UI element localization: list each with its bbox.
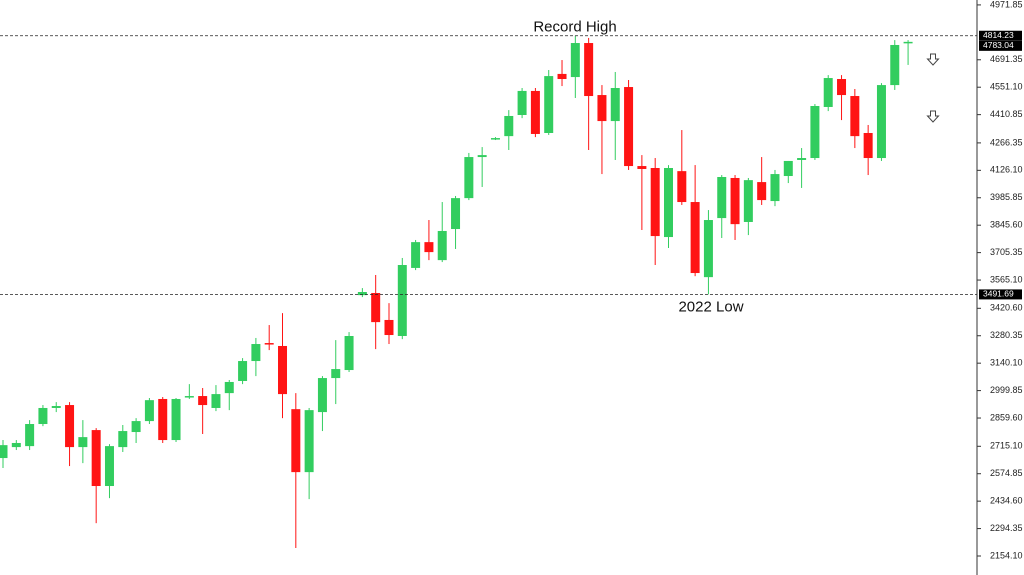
candle-body — [717, 176, 727, 219]
y-tick-label: 4266.35 — [990, 137, 1023, 147]
candle-body — [690, 202, 700, 274]
candle-body — [424, 242, 434, 253]
candle-body — [570, 43, 580, 78]
y-tick-label: 3280.35 — [990, 330, 1023, 340]
y-tick-label: 4126.10 — [990, 165, 1023, 175]
candle-body — [890, 44, 900, 86]
candle-body — [171, 398, 181, 441]
candle-body — [610, 88, 620, 122]
candle-body — [78, 437, 88, 448]
y-tick-label: 2434.60 — [990, 496, 1023, 506]
y-tick-label: 3140.10 — [990, 358, 1023, 368]
candle-body — [264, 343, 274, 345]
y-tick-label: 4551.10 — [990, 82, 1023, 92]
candle-body — [703, 220, 713, 278]
y-tick-label: 2574.85 — [990, 468, 1023, 478]
y-tick-label: 4971.85 — [990, 0, 1023, 9]
y-tick-label: 2999.85 — [990, 385, 1023, 395]
candle-body — [730, 177, 740, 225]
candle-body — [51, 406, 61, 408]
candle-body — [411, 242, 421, 268]
level-label: 4814.23 — [983, 30, 1014, 40]
candle-body — [850, 96, 860, 137]
candle-body — [304, 410, 314, 473]
candle-body — [331, 369, 341, 379]
candle-body — [743, 180, 753, 222]
y-tick-label: 2715.10 — [990, 441, 1023, 451]
candle-body — [837, 79, 847, 96]
candle-body — [464, 157, 474, 199]
level-label-box — [979, 289, 1022, 300]
candle-body — [38, 407, 48, 425]
level-label-box — [979, 30, 1022, 41]
candle-body — [530, 90, 540, 134]
candle-body — [144, 400, 154, 422]
candle-body — [903, 41, 913, 44]
candle-body — [863, 132, 873, 159]
candle-body — [118, 431, 128, 448]
candle-body — [504, 115, 514, 137]
y-tick-label: 2294.35 — [990, 523, 1023, 533]
candle-body — [184, 396, 194, 398]
y-tick-label: 4691.35 — [990, 54, 1023, 64]
annotation: 2022 Low — [678, 298, 743, 315]
candle-body — [477, 155, 487, 158]
candle-body — [158, 398, 168, 441]
y-tick-label: 3565.10 — [990, 274, 1023, 284]
y-tick-label: 3705.35 — [990, 247, 1023, 257]
candle-body — [65, 405, 75, 448]
candle-body — [770, 174, 780, 202]
y-tick-label: 3420.60 — [990, 303, 1023, 313]
candle-body — [344, 336, 354, 371]
candle-body — [584, 43, 594, 97]
candle-body — [198, 396, 208, 406]
candle-body — [371, 292, 381, 323]
candle-body — [317, 378, 327, 413]
candle-body — [357, 291, 367, 296]
candle-body — [810, 106, 820, 159]
candle-body — [384, 319, 394, 336]
y-tick-label: 3845.60 — [990, 220, 1023, 230]
candle-body — [238, 361, 248, 381]
candle-body — [437, 230, 447, 261]
candle-body — [797, 158, 807, 160]
y-tick-label: 2154.10 — [990, 550, 1023, 560]
candle-body — [783, 160, 793, 177]
candle-body — [251, 344, 261, 362]
candle-body — [0, 445, 8, 459]
candle-body — [104, 446, 114, 487]
candle-body — [451, 198, 461, 230]
candle-body — [211, 394, 221, 408]
candle-body — [757, 182, 767, 201]
candle-body — [876, 85, 886, 159]
last-price-label: 4783.04 — [983, 40, 1014, 50]
candle-body — [25, 424, 35, 447]
candle-body — [637, 166, 647, 169]
candle-body — [490, 138, 500, 140]
annotation: Record High — [533, 19, 616, 36]
level-label: 3491.69 — [983, 289, 1014, 299]
candle-body — [597, 95, 607, 122]
candle-body — [557, 73, 567, 80]
candle-body — [224, 381, 234, 394]
candle-body — [650, 168, 660, 237]
candle-body — [517, 90, 527, 115]
candle-body — [677, 171, 687, 203]
signal-arrow — [926, 53, 940, 123]
candle-body — [544, 76, 554, 133]
candle-body — [278, 345, 288, 395]
candle-body — [131, 421, 141, 433]
candle-body — [291, 409, 301, 473]
candle-body — [11, 442, 21, 448]
candle-body — [397, 265, 407, 337]
candle-body — [664, 168, 673, 238]
y-tick-label: 3985.85 — [990, 192, 1023, 202]
y-tick-label: 2859.60 — [990, 412, 1023, 422]
y-tick-label: 4410.85 — [990, 109, 1023, 119]
candle-body — [91, 430, 101, 487]
candle-body — [823, 78, 833, 107]
candle-body — [624, 87, 634, 167]
last-price-box — [979, 40, 1022, 51]
